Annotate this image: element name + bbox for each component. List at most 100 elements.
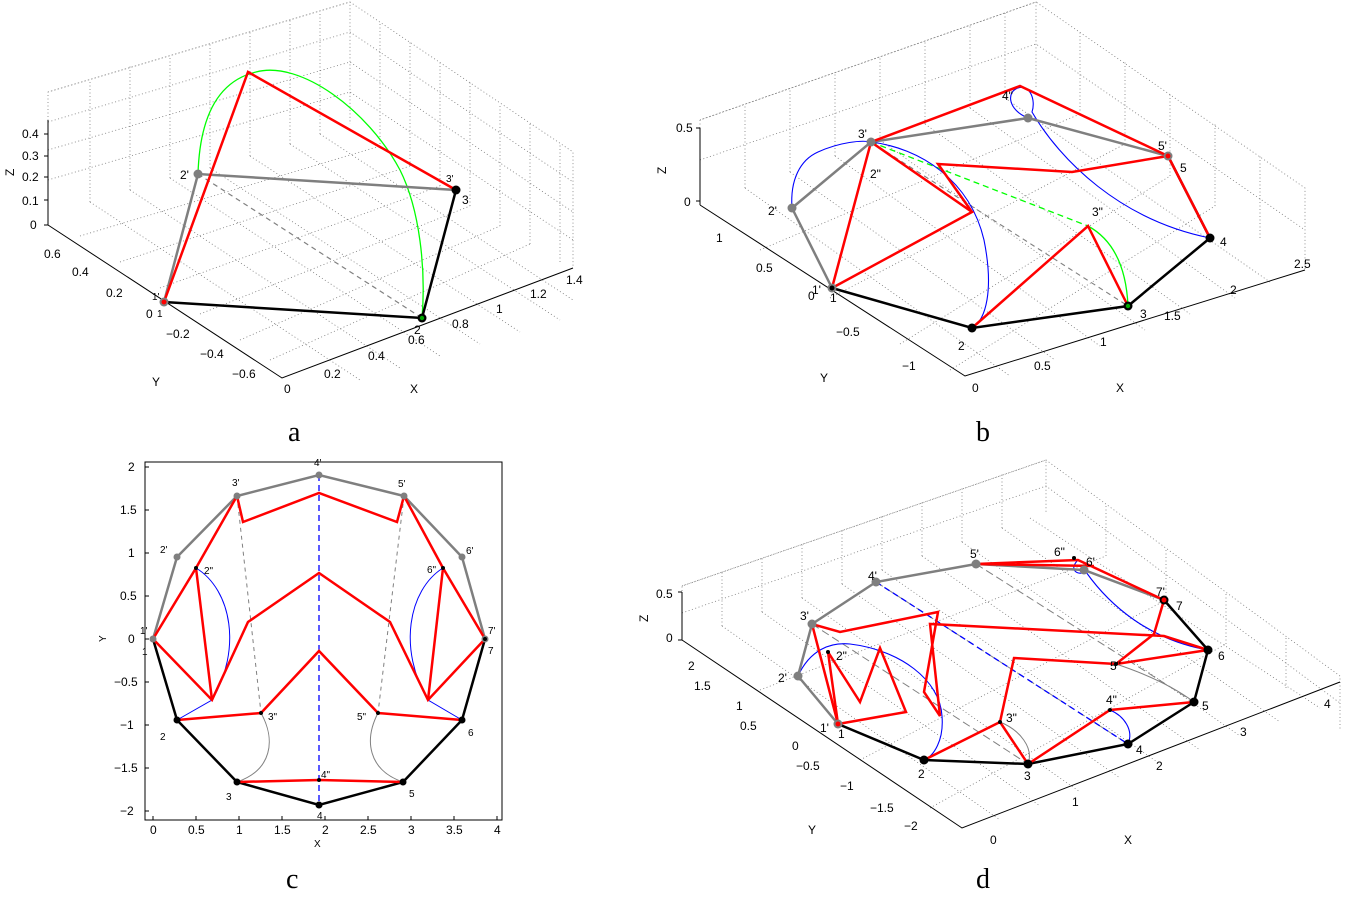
b-pt-1p: 1' [812, 283, 821, 297]
c-ytick-7: 1.5 [120, 503, 137, 517]
panel-d-construction [793, 556, 1213, 769]
b-xtick-3: 1.5 [1164, 309, 1181, 323]
c-xtick-8: 4 [494, 823, 501, 837]
c-pt-3pp: 3" [268, 712, 278, 723]
b-pt-4: 4 [1220, 235, 1227, 249]
a-pt-2p: 2' [180, 168, 189, 182]
a-xtick-1: 0.2 [324, 367, 341, 381]
d-ytick-5: 0.5 [740, 719, 757, 733]
d-pt-7p: 7' [1156, 585, 1165, 599]
panel-a-grid [47, 1, 574, 381]
panel-b-zticks: 0 0.5 Z [655, 121, 693, 209]
panel-b-xticks: 0 0.5 1 1.5 2 2.5 X [972, 257, 1311, 395]
d-pt-3pp: 3" [1006, 711, 1017, 725]
d-xtick-1: 1 [1072, 795, 1079, 809]
c-pt-2: 2 [160, 732, 166, 743]
d-ylabel: Y [808, 823, 816, 837]
d-ytick-0: −2 [904, 819, 918, 833]
a-xtick-0: 0 [284, 382, 291, 396]
b-ytick-4: 1 [716, 231, 723, 245]
d-xtick-0: 0 [990, 833, 997, 847]
panel-a-zticks: 0 0.1 0.2 0.3 0.4 Z [3, 127, 39, 232]
d-pt-4pp: 4" [1106, 693, 1117, 707]
c-ytick-1: −1.5 [114, 761, 138, 775]
d-ytick-1: −1.5 [870, 801, 894, 815]
d-ztick-1: 0.5 [656, 587, 673, 601]
a-ytick-6: 0.6 [44, 247, 61, 261]
c-pt-5p: 5' [398, 479, 406, 490]
panel-b-point-labels: 1' 1 2' 2" 2 3' 3" 3 4" 4 5' 5 [768, 89, 1227, 353]
panel-d-yticks: 2 1.5 1 0.5 0 −0.5 −1 −1.5 −2 Y [688, 659, 918, 837]
panel-c-xticks: 0 0.5 1 1.5 2 2.5 3 3.5 4 X [150, 823, 501, 850]
panel-a-construction [159, 69, 461, 323]
c-xtick-3: 1.5 [274, 823, 291, 837]
c-pt-1p: 1' [140, 626, 148, 637]
c-pt-3: 3 [226, 792, 232, 803]
a-xtick-4: 0.8 [452, 317, 469, 331]
c-xtick-1: 0.5 [188, 823, 205, 837]
c-pt-6pp: 6" [427, 565, 437, 576]
b-pt-3p: 3' [858, 127, 867, 141]
b-pt-4pp: 4" [1002, 89, 1013, 103]
a-ytick-5: 0.4 [72, 265, 89, 279]
caption-a: a [288, 417, 301, 448]
d-ytick-3: −0.5 [796, 759, 820, 773]
a-ytick-1: −0.4 [200, 347, 224, 361]
a-ytick-2: −0.2 [166, 327, 190, 341]
d-ytick-8: 2 [688, 659, 695, 673]
b-xtick-0: 0 [972, 381, 979, 395]
b-xtick-4: 2 [1230, 283, 1237, 297]
d-xlabel: X [1124, 833, 1132, 847]
panel-d-xticks: 0 1 2 3 4 X [990, 697, 1331, 847]
c-pt-4p: 4' [314, 458, 322, 469]
d-ytick-6: 1 [736, 699, 743, 713]
c-pt-4pp: 4" [321, 770, 331, 781]
d-pt-3p: 3' [800, 609, 809, 623]
a-pt-2: 2 [414, 323, 421, 337]
c-pt-5: 5 [409, 789, 415, 800]
d-pt-6p: 6' [1086, 555, 1095, 569]
c-pt-4: 4 [317, 811, 323, 822]
b-ztick-0: 0 [684, 195, 691, 209]
panel-c-construction [149, 471, 489, 809]
d-pt-5p: 5' [970, 547, 979, 561]
d-pt-7: 7 [1176, 599, 1183, 613]
panel-d-zticks: 0 0.5 Z [637, 587, 673, 645]
d-xtick-3: 3 [1240, 725, 1247, 739]
a-ztick-1: 0.1 [22, 194, 39, 208]
c-ytick-5: 0.5 [120, 589, 137, 603]
panel-d: 0 0.5 Z 2 1.5 1 0.5 0 −0.5 −1 −1.5 −2 Y … [637, 459, 1341, 895]
b-zlabel: Z [655, 167, 669, 174]
c-pt-7p: 7' [488, 626, 496, 637]
d-pt-5pp: 5" [1110, 659, 1121, 673]
d-ztick-0: 0 [666, 631, 673, 645]
a-xtick-7: 1.4 [566, 273, 583, 287]
a-ytick-0: −0.6 [232, 367, 256, 381]
caption-b: b [976, 417, 990, 448]
c-xtick-7: 3.5 [446, 823, 463, 837]
c-ytick-6: 1 [128, 546, 135, 560]
d-pt-4: 4 [1136, 743, 1143, 757]
panel-b-yticks: 1 0.5 0 −0.5 −1 Y [716, 231, 916, 385]
a-xlabel: X [410, 382, 418, 396]
d-pt-5: 5 [1202, 699, 1209, 713]
d-ytick-4: 0 [792, 739, 799, 753]
a-ztick-2: 0.2 [22, 170, 39, 184]
b-ytick-1: −0.5 [836, 325, 860, 339]
panel-d-grid [681, 459, 1341, 821]
panel-d-axes [678, 591, 1341, 829]
b-xtick-5: 2.5 [1294, 257, 1311, 271]
a-pt-1p: 1' [152, 292, 160, 303]
b-pt-3: 3 [1140, 307, 1147, 321]
c-pt-2pp: 2" [204, 566, 214, 577]
a-xtick-2: 0.4 [368, 349, 385, 363]
b-pt-2pp: 2" [870, 167, 881, 181]
c-xtick-5: 2.5 [360, 823, 377, 837]
panel-a-xticks: 0 0.2 0.4 0.6 0.8 1 1.2 1.4 X [284, 273, 583, 396]
d-pt-3: 3 [1024, 769, 1031, 783]
panel-d-point-labels: 1' 1 2' 2" 2 3' 3" 3 4' 4" 4 5' 5" 5 6" … [778, 545, 1225, 783]
a-ytick-4: 0.2 [106, 286, 123, 300]
c-pt-6p: 6' [466, 546, 474, 557]
b-pt-2: 2 [958, 339, 965, 353]
c-pt-7: 7 [488, 646, 494, 657]
